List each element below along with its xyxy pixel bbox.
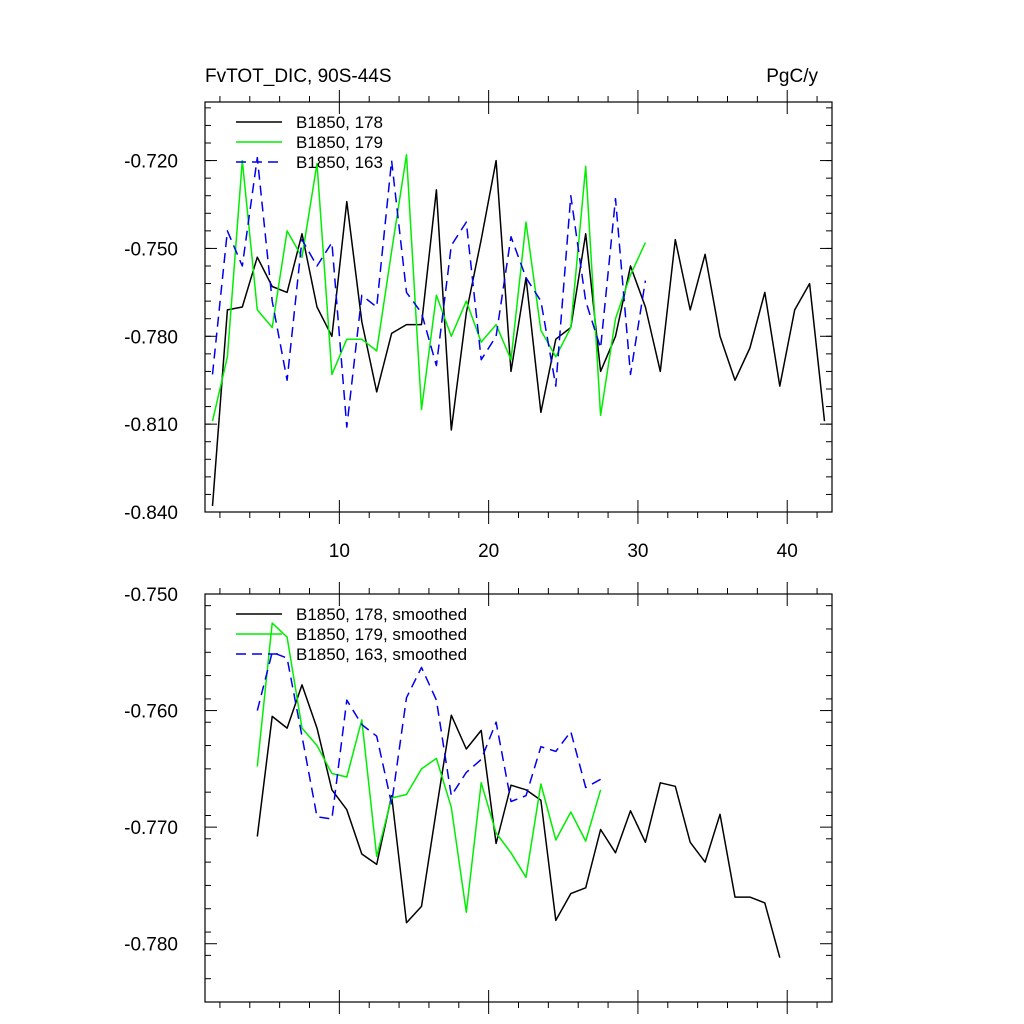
x-tick-label: 30 xyxy=(627,541,648,562)
y-tick-label: -0.750 xyxy=(124,585,178,606)
x-tick-label: 10 xyxy=(329,541,350,562)
top-panel: FvTOT_DIC, 90S-44S PgC/y -0.720-0.750-0.… xyxy=(124,66,833,562)
legend-label-1: B1850, 178, smoothed xyxy=(296,605,467,624)
legend-label-2: B1850, 179, smoothed xyxy=(296,625,467,644)
series-line-3 xyxy=(211,156,647,428)
x-tick-label: 20 xyxy=(478,541,499,562)
y-tick-label: -0.760 xyxy=(124,702,178,723)
series-line-1 xyxy=(256,684,781,958)
y-tick-label: -0.810 xyxy=(124,415,178,436)
series-line-2 xyxy=(256,622,602,913)
bottom-y-tick-labels: -0.750 -0.760 -0.770 -0.780 xyxy=(124,585,178,956)
x-tick-label: 40 xyxy=(777,541,798,562)
y-tick-label: -0.720 xyxy=(124,152,178,173)
y-tick-label: -0.840 xyxy=(124,503,178,524)
series-line-1 xyxy=(211,159,826,507)
y-tick-label: -0.770 xyxy=(124,818,178,839)
bottom-plot-frame xyxy=(204,593,833,1003)
top-chart-title: FvTOT_DIC, 90S-44S xyxy=(205,66,392,87)
series-line-3 xyxy=(256,651,601,820)
series-line-2 xyxy=(211,153,647,422)
top-chart-units: PgC/y xyxy=(766,66,818,87)
legend-label-3: B1850, 163, smoothed xyxy=(296,645,467,664)
legend-label-2: B1850, 179 xyxy=(296,133,383,152)
bottom-series-lines xyxy=(256,622,781,958)
top-series-lines xyxy=(211,153,826,507)
legend-label-3: B1850, 163 xyxy=(296,153,383,172)
y-tick-label: -0.750 xyxy=(124,239,178,260)
top-x-tick-labels: 10 20 30 40 xyxy=(329,541,798,562)
y-tick-label: -0.780 xyxy=(124,935,178,956)
top-plot-frame xyxy=(204,101,833,513)
legend-label-1: B1850, 178 xyxy=(296,113,383,132)
bottom-panel: -0.750 -0.760 -0.770 -0.780 B1850, 178, smo… xyxy=(124,582,833,1014)
y-tick-label: -0.780 xyxy=(124,327,178,348)
top-y-tick-labels: -0.720 -0.750 -0.780 -0.810 -0.840 xyxy=(124,152,178,524)
